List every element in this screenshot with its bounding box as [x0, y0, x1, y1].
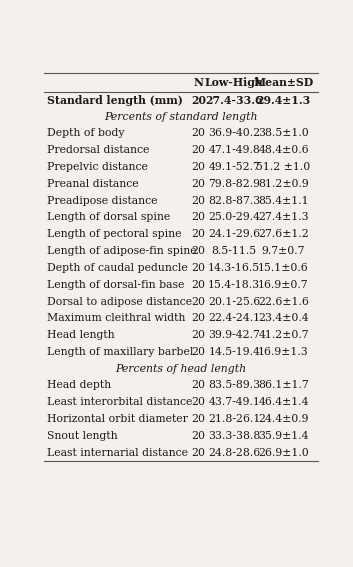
Text: 81.2±0.9: 81.2±0.9	[258, 179, 309, 189]
Text: 24.4±0.9: 24.4±0.9	[258, 414, 309, 424]
Text: Depth of body: Depth of body	[47, 128, 124, 138]
Text: 20: 20	[192, 280, 206, 290]
Text: 23.4±0.4: 23.4±0.4	[258, 314, 309, 323]
Text: Prepelvic distance: Prepelvic distance	[47, 162, 148, 172]
Text: 15.4-18.3: 15.4-18.3	[208, 280, 260, 290]
Text: Snout length: Snout length	[47, 431, 118, 441]
Text: 20: 20	[192, 145, 206, 155]
Text: N: N	[194, 77, 204, 88]
Text: 51.2 ±1.0: 51.2 ±1.0	[256, 162, 311, 172]
Text: 43.7-49.1: 43.7-49.1	[208, 397, 260, 407]
Text: 25.0-29.4: 25.0-29.4	[208, 213, 260, 222]
Text: 46.4±1.4: 46.4±1.4	[258, 397, 309, 407]
Text: 20: 20	[192, 380, 206, 390]
Text: 83.5-89.3: 83.5-89.3	[208, 380, 260, 390]
Text: 20: 20	[192, 330, 206, 340]
Text: Length of adipose-fin spine: Length of adipose-fin spine	[47, 246, 197, 256]
Text: 20: 20	[191, 95, 206, 105]
Text: Least interorbital distance: Least interorbital distance	[47, 397, 192, 407]
Text: Maximum cleithral width: Maximum cleithral width	[47, 314, 185, 323]
Text: 20: 20	[192, 297, 206, 307]
Text: 14.3-16.5: 14.3-16.5	[208, 263, 260, 273]
Text: 16.9±0.7: 16.9±0.7	[258, 280, 309, 290]
Text: 20: 20	[192, 263, 206, 273]
Text: Length of pectoral spine: Length of pectoral spine	[47, 229, 181, 239]
Text: 27.4-33.6: 27.4-33.6	[205, 95, 263, 105]
Text: 20: 20	[192, 196, 206, 206]
Text: 49.1-52.7: 49.1-52.7	[208, 162, 260, 172]
Text: 35.9±1.4: 35.9±1.4	[258, 431, 309, 441]
Text: Head depth: Head depth	[47, 380, 111, 390]
Text: 16.9±1.3: 16.9±1.3	[258, 347, 309, 357]
Text: 86.1±1.7: 86.1±1.7	[258, 380, 309, 390]
Text: 26.9±1.0: 26.9±1.0	[258, 447, 309, 458]
Text: 20: 20	[192, 414, 206, 424]
Text: 20: 20	[192, 162, 206, 172]
Text: 41.2±0.7: 41.2±0.7	[258, 330, 309, 340]
Text: 15.1±0.6: 15.1±0.6	[258, 263, 309, 273]
Text: 20: 20	[192, 397, 206, 407]
Text: 85.4±1.1: 85.4±1.1	[258, 196, 309, 206]
Text: 82.8-87.3: 82.8-87.3	[208, 196, 261, 206]
Text: 20: 20	[192, 431, 206, 441]
Text: 24.8-28.6: 24.8-28.6	[208, 447, 261, 458]
Text: 22.4-24.1: 22.4-24.1	[208, 314, 260, 323]
Text: 47.1-49.8: 47.1-49.8	[208, 145, 260, 155]
Text: 29.4±1.3: 29.4±1.3	[256, 95, 311, 105]
Text: 20: 20	[192, 213, 206, 222]
Text: 48.4±0.6: 48.4±0.6	[258, 145, 309, 155]
Text: 20: 20	[192, 179, 206, 189]
Text: 22.6±1.6: 22.6±1.6	[258, 297, 309, 307]
Text: Preadipose distance: Preadipose distance	[47, 196, 157, 206]
Text: 36.9-40.2: 36.9-40.2	[208, 128, 260, 138]
Text: 20: 20	[192, 229, 206, 239]
Text: Dorsal to adipose distance: Dorsal to adipose distance	[47, 297, 192, 307]
Text: 79.8-82.9: 79.8-82.9	[208, 179, 260, 189]
Text: Horizontal orbit diameter: Horizontal orbit diameter	[47, 414, 188, 424]
Text: 20: 20	[192, 447, 206, 458]
Text: Length of dorsal spine: Length of dorsal spine	[47, 213, 170, 222]
Text: 27.4±1.3: 27.4±1.3	[258, 213, 309, 222]
Text: Preanal distance: Preanal distance	[47, 179, 138, 189]
Text: Percents of standard length: Percents of standard length	[104, 112, 258, 122]
Text: 39.9-42.7: 39.9-42.7	[208, 330, 260, 340]
Text: Predorsal distance: Predorsal distance	[47, 145, 149, 155]
Text: 38.5±1.0: 38.5±1.0	[258, 128, 309, 138]
Text: 20: 20	[192, 246, 206, 256]
Text: 20: 20	[192, 314, 206, 323]
Text: Percents of head length: Percents of head length	[115, 363, 246, 374]
Text: Low-High: Low-High	[205, 77, 264, 88]
Text: 20.1-25.6: 20.1-25.6	[208, 297, 261, 307]
Text: 21.8-26.1: 21.8-26.1	[208, 414, 261, 424]
Text: 9.7±0.7: 9.7±0.7	[262, 246, 305, 256]
Text: Standard length (mm): Standard length (mm)	[47, 95, 183, 105]
Text: 20: 20	[192, 128, 206, 138]
Text: Mean±SD: Mean±SD	[253, 77, 313, 88]
Text: 24.1-29.6: 24.1-29.6	[208, 229, 260, 239]
Text: Length of dorsal-fin base: Length of dorsal-fin base	[47, 280, 184, 290]
Text: Length of maxillary barbel: Length of maxillary barbel	[47, 347, 193, 357]
Text: 14.5-19.4: 14.5-19.4	[208, 347, 260, 357]
Text: Head length: Head length	[47, 330, 114, 340]
Text: Least internarial distance: Least internarial distance	[47, 447, 188, 458]
Text: 20: 20	[192, 347, 206, 357]
Text: 8.5-11.5: 8.5-11.5	[212, 246, 257, 256]
Text: 33.3-38.8: 33.3-38.8	[208, 431, 261, 441]
Text: Depth of caudal peduncle: Depth of caudal peduncle	[47, 263, 187, 273]
Text: 27.6±1.2: 27.6±1.2	[258, 229, 309, 239]
